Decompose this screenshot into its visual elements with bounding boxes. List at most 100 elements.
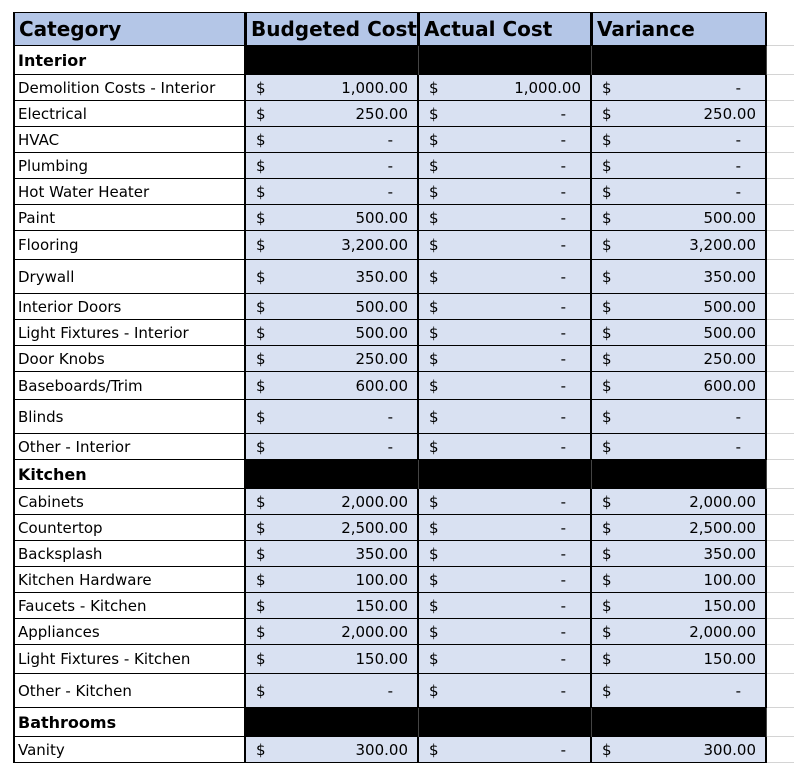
budgeted-cell[interactable]: $ - [246, 434, 419, 460]
budgeted-cell[interactable]: $2,000.00 [246, 489, 419, 515]
actual-cell[interactable]: $ - [419, 205, 592, 231]
actual-cell[interactable]: $ - [419, 346, 592, 372]
empty-cell[interactable] [767, 75, 794, 101]
empty-cell[interactable] [767, 153, 794, 179]
budgeted-cell[interactable]: $600.00 [246, 372, 419, 400]
variance-cell[interactable]: $300.00 [592, 737, 767, 763]
variance-cell[interactable]: $2,500.00 [592, 515, 767, 541]
category-cell[interactable]: Vanity [13, 737, 246, 763]
empty-cell[interactable] [767, 46, 794, 75]
variance-cell[interactable]: $350.00 [592, 541, 767, 567]
header-budgeted-cost[interactable]: Budgeted Cost [246, 12, 419, 46]
category-cell[interactable]: Light Fixtures - Kitchen [13, 645, 246, 674]
empty-cell[interactable] [767, 179, 794, 205]
section-fill-cell[interactable] [246, 708, 419, 737]
variance-cell[interactable]: $350.00 [592, 260, 767, 294]
category-cell[interactable]: Light Fixtures - Interior [13, 320, 246, 346]
section-fill-cell[interactable] [592, 708, 767, 737]
actual-cell[interactable]: $1,000.00 [419, 75, 592, 101]
header-category[interactable]: Category [13, 12, 246, 46]
budgeted-cell[interactable]: $ - [246, 153, 419, 179]
budgeted-cell[interactable]: $300.00 [246, 737, 419, 763]
variance-cell[interactable]: $ - [592, 400, 767, 434]
actual-cell[interactable]: $ - [419, 674, 592, 708]
section-label[interactable]: Interior [13, 46, 246, 75]
category-cell[interactable]: Kitchen Hardware [13, 567, 246, 593]
actual-cell[interactable]: $ - [419, 541, 592, 567]
empty-cell[interactable] [767, 231, 794, 260]
budgeted-cell[interactable]: $1,000.00 [246, 75, 419, 101]
category-cell[interactable]: Plumbing [13, 153, 246, 179]
category-cell[interactable]: Other - Kitchen [13, 674, 246, 708]
empty-cell[interactable] [767, 346, 794, 372]
budgeted-cell[interactable]: $ - [246, 179, 419, 205]
actual-cell[interactable]: $ - [419, 294, 592, 320]
empty-cell[interactable] [767, 737, 794, 763]
variance-cell[interactable]: $ - [592, 153, 767, 179]
empty-cell[interactable] [767, 400, 794, 434]
section-fill-cell[interactable] [246, 46, 419, 75]
actual-cell[interactable]: $ - [419, 567, 592, 593]
category-cell[interactable]: Paint [13, 205, 246, 231]
section-label[interactable]: Bathrooms [13, 708, 246, 737]
variance-cell[interactable]: $3,200.00 [592, 231, 767, 260]
category-cell[interactable]: HVAC [13, 127, 246, 153]
variance-cell[interactable]: $500.00 [592, 294, 767, 320]
variance-cell[interactable]: $250.00 [592, 101, 767, 127]
empty-cell[interactable] [767, 645, 794, 674]
budgeted-cell[interactable]: $ - [246, 400, 419, 434]
actual-cell[interactable]: $ - [419, 645, 592, 674]
empty-cell[interactable] [767, 320, 794, 346]
section-fill-cell[interactable] [246, 460, 419, 489]
actual-cell[interactable]: $ - [419, 619, 592, 645]
empty-cell[interactable] [767, 674, 794, 708]
budgeted-cell[interactable]: $500.00 [246, 205, 419, 231]
empty-cell[interactable] [767, 460, 794, 489]
budgeted-cell[interactable]: $150.00 [246, 593, 419, 619]
actual-cell[interactable]: $ - [419, 593, 592, 619]
empty-cell[interactable] [767, 489, 794, 515]
category-cell[interactable]: Door Knobs [13, 346, 246, 372]
variance-cell[interactable]: $ - [592, 75, 767, 101]
empty-cell[interactable] [767, 372, 794, 400]
category-cell[interactable]: Backsplash [13, 541, 246, 567]
category-cell[interactable]: Countertop [13, 515, 246, 541]
empty-cell[interactable] [767, 567, 794, 593]
section-fill-cell[interactable] [419, 46, 592, 75]
budgeted-cell[interactable]: $500.00 [246, 294, 419, 320]
variance-cell[interactable]: $500.00 [592, 205, 767, 231]
actual-cell[interactable]: $ - [419, 231, 592, 260]
empty-cell[interactable] [767, 260, 794, 294]
budgeted-cell[interactable]: $100.00 [246, 567, 419, 593]
empty-cell[interactable] [767, 541, 794, 567]
variance-cell[interactable]: $ - [592, 127, 767, 153]
empty-cell[interactable] [767, 101, 794, 127]
variance-cell[interactable]: $ - [592, 434, 767, 460]
actual-cell[interactable]: $ - [419, 400, 592, 434]
variance-cell[interactable]: $600.00 [592, 372, 767, 400]
budgeted-cell[interactable]: $2,000.00 [246, 619, 419, 645]
category-cell[interactable]: Flooring [13, 231, 246, 260]
empty-cell[interactable] [767, 593, 794, 619]
actual-cell[interactable]: $ - [419, 179, 592, 205]
actual-cell[interactable]: $ - [419, 372, 592, 400]
category-cell[interactable]: Other - Interior [13, 434, 246, 460]
header-actual-cost[interactable]: Actual Cost [419, 12, 592, 46]
category-cell[interactable]: Hot Water Heater [13, 179, 246, 205]
budgeted-cell[interactable]: $350.00 [246, 541, 419, 567]
variance-cell[interactable]: $2,000.00 [592, 489, 767, 515]
variance-cell[interactable]: $ - [592, 179, 767, 205]
budgeted-cell[interactable]: $500.00 [246, 320, 419, 346]
section-fill-cell[interactable] [592, 460, 767, 489]
category-cell[interactable]: Cabinets [13, 489, 246, 515]
budgeted-cell[interactable]: $250.00 [246, 101, 419, 127]
actual-cell[interactable]: $ - [419, 320, 592, 346]
budgeted-cell[interactable]: $150.00 [246, 645, 419, 674]
section-fill-cell[interactable] [592, 46, 767, 75]
variance-cell[interactable]: $100.00 [592, 567, 767, 593]
empty-cell[interactable] [767, 205, 794, 231]
budgeted-cell[interactable]: $3,200.00 [246, 231, 419, 260]
budgeted-cell[interactable]: $250.00 [246, 346, 419, 372]
section-label[interactable]: Kitchen [13, 460, 246, 489]
category-cell[interactable]: Interior Doors [13, 294, 246, 320]
